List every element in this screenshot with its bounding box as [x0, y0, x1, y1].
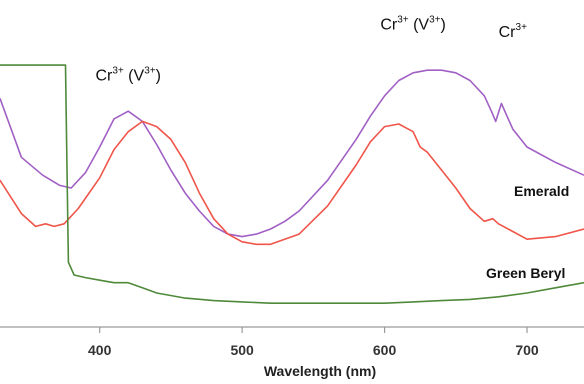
- annotation-1: Cr3+ (V3+): [95, 65, 160, 84]
- x-tick-label-600: 600: [373, 342, 397, 358]
- x-tick-label-700: 700: [515, 342, 539, 358]
- series-line-green-beryl-2: [0, 64, 584, 304]
- series-label-emerald: Emerald: [514, 183, 569, 199]
- x-axis-title: Wavelength (nm): [264, 363, 376, 379]
- x-tick-label-500: 500: [230, 342, 254, 358]
- annotation-layer: Cr3+ (V3+) Cr3+ (V3+) Cr3+: [95, 14, 527, 84]
- series-line-emerald-1: [0, 120, 584, 246]
- series-line-unlabeled-0: [0, 69, 584, 238]
- tick-layer: 400 500 600 700: [88, 327, 539, 358]
- series-layer: [0, 64, 584, 304]
- annotation-3: Cr3+: [499, 22, 527, 41]
- series-label-green-beryl: Green Beryl: [486, 265, 565, 281]
- x-tick-label-400: 400: [88, 342, 112, 358]
- annotation-2: Cr3+ (V3+): [380, 14, 445, 33]
